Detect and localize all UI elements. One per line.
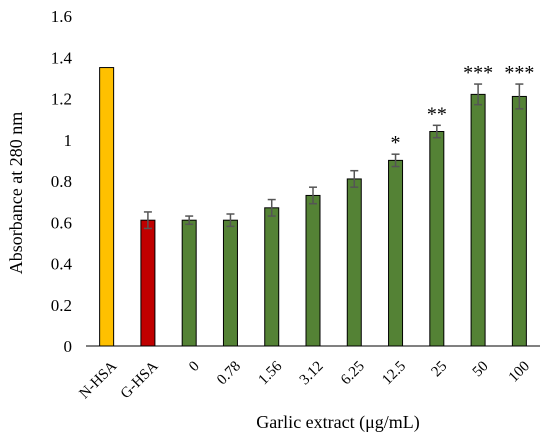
- x-tick-label: 0.78: [214, 358, 244, 388]
- bar-N-HSA: [99, 67, 115, 347]
- y-tick-label: 1.6: [51, 7, 72, 26]
- error-bar: [391, 153, 400, 168]
- significance-marker: ***: [463, 62, 493, 84]
- bar-1.56: [264, 207, 280, 347]
- bar-G-HSA: [140, 219, 156, 347]
- error-bar: [350, 169, 359, 188]
- error-bar: [143, 211, 152, 230]
- x-tick-label: N-HSA: [77, 358, 121, 402]
- error-bar: [226, 213, 235, 228]
- error-bar: [267, 198, 276, 217]
- bar-12.5: [388, 159, 404, 347]
- error-bar: [474, 83, 483, 106]
- x-tick-label: 25: [429, 358, 451, 380]
- y-tick-label: 0.8: [51, 172, 72, 191]
- x-axis-title: Garlic extract (μg/mL): [256, 412, 420, 433]
- x-tick-label: 0: [186, 358, 203, 375]
- significance-group: ****** ***: [391, 62, 535, 154]
- error-bar: [185, 215, 194, 226]
- x-tick-label: 1.56: [255, 358, 285, 388]
- y-tick-label: 0.2: [51, 296, 72, 315]
- error-bars-group: [143, 83, 524, 230]
- bar-25: [429, 131, 445, 347]
- bar-50: [470, 93, 486, 347]
- y-tick-label: 0.6: [51, 213, 72, 232]
- error-bar: [515, 83, 524, 110]
- bar-3.12: [305, 194, 321, 347]
- error-bar: [432, 124, 441, 139]
- significance-marker: *: [391, 132, 401, 154]
- bar-100: [511, 95, 527, 347]
- y-axis-ticks: 0 0.2 0.4 0.6 0.8 1 1.2 1.4 1.6: [51, 7, 73, 356]
- significance-marker: ***: [504, 62, 534, 84]
- y-tick-label: 0.4: [51, 255, 73, 274]
- significance-marker: **: [427, 103, 447, 125]
- y-tick-label: 1.2: [51, 90, 72, 109]
- y-tick-label: 1: [64, 131, 73, 150]
- bar-0: [181, 219, 197, 347]
- y-tick-label: 1.4: [51, 48, 73, 67]
- error-bar: [309, 186, 317, 205]
- x-tick-label: 100: [506, 358, 533, 385]
- bars-group: [99, 67, 527, 347]
- x-tick-label: 6.25: [338, 358, 368, 388]
- bar-6.25: [346, 178, 362, 347]
- x-tick-label: G-HSA: [118, 358, 162, 402]
- x-tick-label: 12.5: [379, 358, 409, 388]
- y-axis-title: Absorbance at 280 nm: [6, 112, 26, 274]
- x-tick-label: 50: [470, 358, 492, 380]
- bar-0.78: [222, 219, 238, 347]
- y-tick-label: 0: [64, 337, 73, 356]
- x-tick-label: 3.12: [297, 358, 327, 388]
